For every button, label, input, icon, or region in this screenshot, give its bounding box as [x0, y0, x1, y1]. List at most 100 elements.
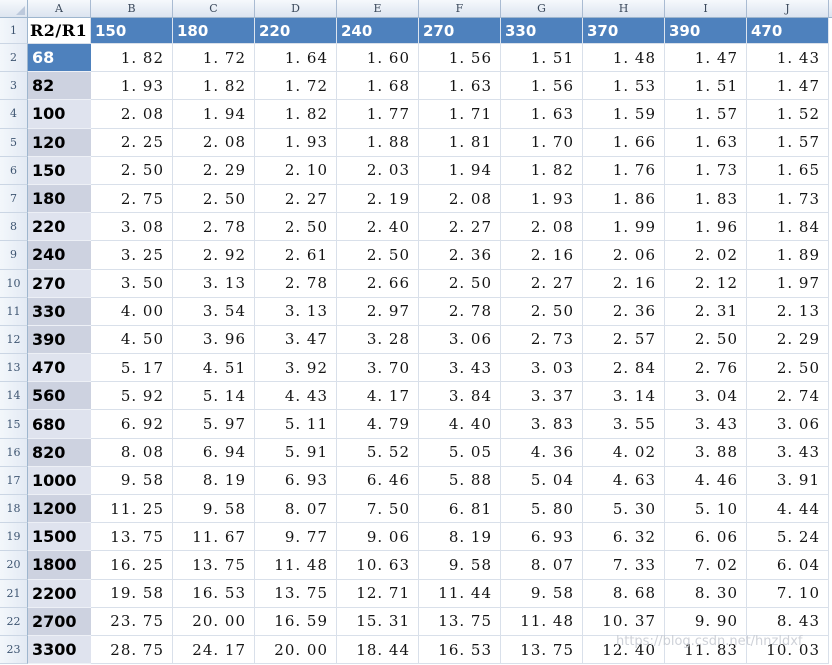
cell-D9[interactable]: 2. 61	[255, 241, 337, 270]
cell-I15[interactable]: 3. 43	[665, 410, 747, 439]
cell-C13[interactable]: 4. 51	[173, 354, 255, 383]
cell-A12[interactable]: 390	[28, 325, 91, 355]
cell-A21[interactable]: 2200	[28, 579, 91, 608]
cell-B8[interactable]: 3. 08	[91, 213, 173, 242]
column-header-C[interactable]: C	[173, 0, 255, 18]
row-header-23[interactable]: 23	[0, 635, 28, 665]
cell-D21[interactable]: 13. 75	[255, 579, 337, 608]
cell-E14[interactable]: 4. 17	[337, 382, 419, 411]
cell-B10[interactable]: 3. 50	[91, 269, 173, 298]
cell-C17[interactable]: 8. 19	[173, 466, 255, 495]
cell-J2[interactable]: 1. 43	[747, 44, 829, 73]
column-header-G[interactable]: G	[501, 0, 583, 18]
cell-E22[interactable]: 15. 31	[337, 607, 419, 636]
cell-F11[interactable]: 2. 78	[419, 297, 501, 326]
cell-H5[interactable]: 1. 66	[583, 128, 665, 157]
cell-A16[interactable]: 820	[28, 438, 91, 467]
cell-A7[interactable]: 180	[28, 184, 91, 214]
cell-I2[interactable]: 1. 47	[665, 44, 747, 73]
row-header-20[interactable]: 20	[0, 551, 28, 580]
row-header-10[interactable]: 10	[0, 269, 28, 298]
row-header-6[interactable]: 6	[0, 156, 28, 185]
cell-A15[interactable]: 680	[28, 410, 91, 439]
cell-A4[interactable]: 100	[28, 100, 91, 129]
cell-H1[interactable]: 370	[583, 18, 665, 44]
cell-A2[interactable]: 68	[28, 44, 91, 73]
row-header-7[interactable]: 7	[0, 184, 28, 214]
cell-F15[interactable]: 4. 40	[419, 410, 501, 439]
column-header-H[interactable]: H	[583, 0, 665, 18]
cell-I14[interactable]: 3. 04	[665, 382, 747, 411]
cell-G1[interactable]: 330	[501, 18, 583, 44]
cell-I1[interactable]: 390	[665, 18, 747, 44]
cell-D10[interactable]: 2. 78	[255, 269, 337, 298]
cell-G11[interactable]: 2. 50	[501, 297, 583, 326]
cell-J22[interactable]: 8. 43	[747, 607, 829, 636]
cell-J7[interactable]: 1. 73	[747, 184, 829, 214]
cell-E15[interactable]: 4. 79	[337, 410, 419, 439]
cell-I6[interactable]: 1. 73	[665, 156, 747, 185]
cell-H18[interactable]: 5. 30	[583, 495, 665, 524]
cell-F2[interactable]: 1. 56	[419, 44, 501, 73]
cell-F7[interactable]: 2. 08	[419, 184, 501, 214]
cell-H8[interactable]: 1. 99	[583, 213, 665, 242]
cell-A11[interactable]: 330	[28, 297, 91, 326]
cell-A22[interactable]: 2700	[28, 607, 91, 636]
cell-B18[interactable]: 11. 25	[91, 495, 173, 524]
cell-E17[interactable]: 6. 46	[337, 466, 419, 495]
cell-I11[interactable]: 2. 31	[665, 297, 747, 326]
cell-F13[interactable]: 3. 43	[419, 354, 501, 383]
cell-E18[interactable]: 7. 50	[337, 495, 419, 524]
cell-G12[interactable]: 2. 73	[501, 325, 583, 355]
cell-H12[interactable]: 2. 57	[583, 325, 665, 355]
cell-D11[interactable]: 3. 13	[255, 297, 337, 326]
cell-C2[interactable]: 1. 72	[173, 44, 255, 73]
cell-H13[interactable]: 2. 84	[583, 354, 665, 383]
cell-E8[interactable]: 2. 40	[337, 213, 419, 242]
cell-H15[interactable]: 3. 55	[583, 410, 665, 439]
cell-I19[interactable]: 6. 06	[665, 523, 747, 552]
row-header-14[interactable]: 14	[0, 382, 28, 411]
cell-G15[interactable]: 3. 83	[501, 410, 583, 439]
cell-J21[interactable]: 7. 10	[747, 579, 829, 608]
row-header-3[interactable]: 3	[0, 72, 28, 101]
cell-J1[interactable]: 470	[747, 18, 829, 44]
cell-I18[interactable]: 5. 10	[665, 495, 747, 524]
cell-B6[interactable]: 2. 50	[91, 156, 173, 185]
row-header-16[interactable]: 16	[0, 438, 28, 467]
row-header-12[interactable]: 12	[0, 325, 28, 355]
cell-G9[interactable]: 2. 16	[501, 241, 583, 270]
cell-D13[interactable]: 3. 92	[255, 354, 337, 383]
cell-E3[interactable]: 1. 68	[337, 72, 419, 101]
cell-C22[interactable]: 20. 00	[173, 607, 255, 636]
cell-C1[interactable]: 180	[173, 18, 255, 44]
cell-J16[interactable]: 3. 43	[747, 438, 829, 467]
cell-G23[interactable]: 13. 75	[501, 635, 583, 665]
cell-B17[interactable]: 9. 58	[91, 466, 173, 495]
cell-A3[interactable]: 82	[28, 72, 91, 101]
cell-C20[interactable]: 13. 75	[173, 551, 255, 580]
cell-H4[interactable]: 1. 59	[583, 100, 665, 129]
cell-J3[interactable]: 1. 47	[747, 72, 829, 101]
cell-F6[interactable]: 1. 94	[419, 156, 501, 185]
cell-I13[interactable]: 2. 76	[665, 354, 747, 383]
cell-B5[interactable]: 2. 25	[91, 128, 173, 157]
row-header-1[interactable]: 1	[0, 18, 28, 44]
cell-F19[interactable]: 8. 19	[419, 523, 501, 552]
cell-C5[interactable]: 2. 08	[173, 128, 255, 157]
cell-F20[interactable]: 9. 58	[419, 551, 501, 580]
cell-D8[interactable]: 2. 50	[255, 213, 337, 242]
cell-D14[interactable]: 4. 43	[255, 382, 337, 411]
cell-A20[interactable]: 1800	[28, 551, 91, 580]
row-header-21[interactable]: 21	[0, 579, 28, 608]
cell-F22[interactable]: 13. 75	[419, 607, 501, 636]
cell-I5[interactable]: 1. 63	[665, 128, 747, 157]
cell-H6[interactable]: 1. 76	[583, 156, 665, 185]
cell-C12[interactable]: 3. 96	[173, 325, 255, 355]
cell-B14[interactable]: 5. 92	[91, 382, 173, 411]
row-header-11[interactable]: 11	[0, 297, 28, 326]
cell-A17[interactable]: 1000	[28, 466, 91, 495]
cell-F3[interactable]: 1. 63	[419, 72, 501, 101]
cell-B1[interactable]: 150	[91, 18, 173, 44]
column-header-A[interactable]: A	[28, 0, 91, 18]
